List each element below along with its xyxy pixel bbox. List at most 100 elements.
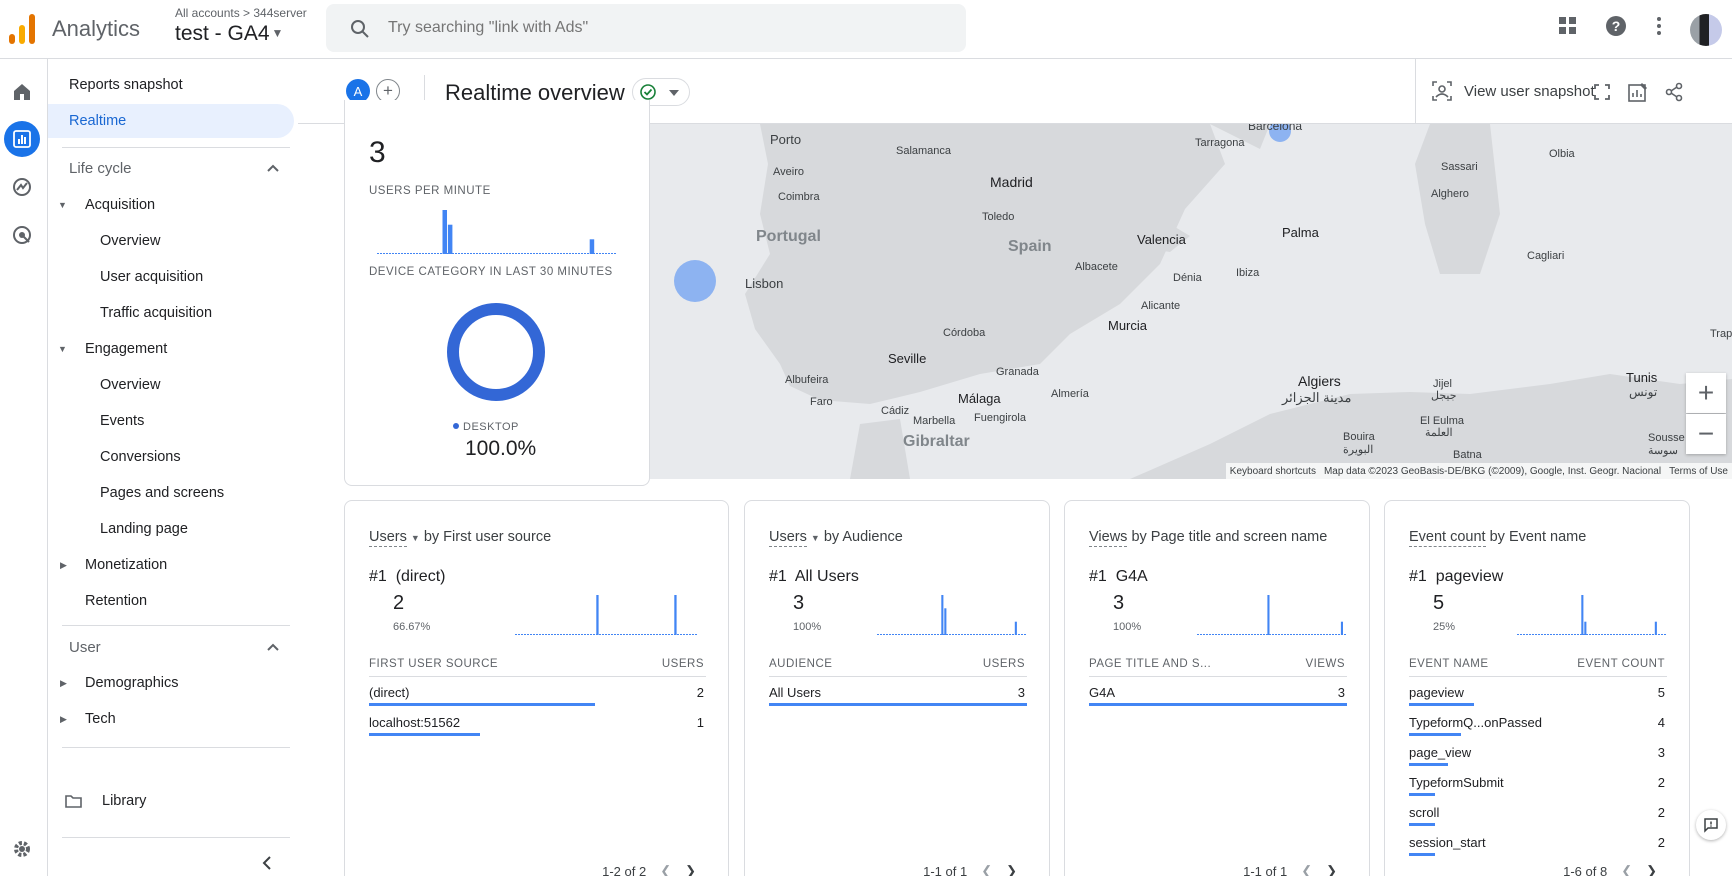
engagement-label: Engagement [85, 341, 168, 357]
svg-text:?: ? [1612, 18, 1621, 34]
nav-retention[interactable]: Retention [85, 593, 148, 609]
card-row-label[interactable]: TypeformQ...onPassed [1409, 715, 1542, 730]
map-label-albufeira: Albufeira [785, 374, 829, 386]
barcelona-user-bubble[interactable] [1269, 124, 1291, 142]
card-column-header: EVENT NAME [1409, 658, 1489, 670]
collapse-chevron-left-icon[interactable] [262, 855, 272, 871]
card-top-item: #1 pageview [1409, 568, 1503, 586]
card-row-label[interactable]: (direct) [369, 685, 410, 700]
card-title[interactable]: Event count by Event name [1409, 529, 1586, 547]
customize-report-icon[interactable] [1628, 82, 1648, 102]
chevron-right-icon[interactable]: ❯ [1006, 863, 1017, 876]
apps-grid-icon[interactable] [1558, 16, 1578, 36]
chevron-left-icon[interactable]: ❮ [1301, 863, 1313, 876]
chevron-left-icon[interactable]: ❮ [981, 863, 993, 876]
search-input[interactable] [388, 16, 948, 40]
nav-events[interactable]: Events [100, 413, 145, 429]
home-button[interactable] [4, 74, 40, 110]
card-sparkline [877, 595, 1027, 635]
nav-library[interactable]: Library [48, 784, 294, 818]
more-vert-icon[interactable] [1654, 16, 1664, 36]
card-row-label[interactable]: pageview [1409, 685, 1464, 700]
chevron-left-icon[interactable]: ❮ [1621, 863, 1633, 876]
card-row-label[interactable]: G4A [1089, 685, 1116, 700]
card-title[interactable]: Users ▼ by Audience [769, 529, 903, 547]
map-label-lisbon: Lisbon [745, 276, 784, 291]
nav-engagement-overview[interactable]: Overview [100, 377, 161, 393]
card-dimension-label: by Page title and screen name [1127, 529, 1328, 545]
lifecycle-label: Life cycle [69, 159, 132, 177]
nav-acquisition-overview[interactable]: Overview [100, 233, 161, 249]
card-metric-selector[interactable]: Users [369, 529, 407, 547]
users-per-minute-chart [377, 210, 617, 254]
nav-user-acquisition[interactable]: User acquisition [100, 269, 204, 285]
reports-button[interactable] [4, 121, 40, 157]
property-selector[interactable]: test - GA4 ▼ [175, 22, 283, 46]
map-label-trap: Trap [1710, 328, 1732, 340]
card-metric-selector[interactable]: Users [769, 529, 807, 547]
card-header-divider [769, 676, 1027, 677]
nav-monetization[interactable]: ▶ Monetization [48, 548, 294, 582]
nav-demographics[interactable]: ▶ Demographics [48, 666, 294, 700]
share-icon[interactable] [1664, 82, 1684, 102]
card-row-label[interactable]: scroll [1409, 805, 1440, 820]
reports-chart-icon [13, 130, 31, 148]
nav-realtime[interactable]: Realtime [48, 104, 294, 138]
monetization-label: Monetization [85, 557, 168, 573]
card-row-value: 2 [696, 685, 704, 700]
feedback-button[interactable] [1696, 810, 1726, 840]
terms-of-use-link[interactable]: Terms of Use [1669, 465, 1728, 477]
map-attribution: Keyboard shortcuts Map data ©2023 GeoBas… [1225, 463, 1732, 479]
account-breadcrumb[interactable]: All accounts > 344server [175, 6, 307, 20]
map-label-algiers: Algiers [1298, 373, 1341, 389]
account-avatar[interactable] [1690, 14, 1722, 46]
nav-engagement[interactable]: ▼ Engagement [48, 332, 294, 366]
card-row-label[interactable]: All Users [769, 685, 822, 700]
chevron-left-icon[interactable]: ❮ [660, 863, 672, 876]
nav-section-user[interactable]: User [48, 630, 294, 664]
card-row-label[interactable]: session_start [1409, 835, 1486, 850]
chevron-right-icon[interactable]: ❯ [1646, 863, 1657, 876]
search-bar[interactable] [326, 4, 966, 52]
realtime-map[interactable]: Porto Aveiro Coimbra Portugal Lisbon Sal… [650, 124, 1732, 479]
nav-tech[interactable]: ▶ Tech [48, 702, 294, 736]
map-label-aveiro: Aveiro [773, 166, 804, 178]
map-zoom-in-button[interactable]: + [1686, 373, 1726, 413]
card-title[interactable]: Users ▼ by First user source [369, 529, 551, 547]
nav-pages-and-screens[interactable]: Pages and screens [100, 485, 225, 501]
map-label-cadiz: Cádiz [881, 405, 910, 417]
map-zoom-out-button[interactable]: − [1686, 414, 1726, 454]
card-sparkline [1517, 595, 1667, 635]
home-icon [14, 84, 30, 100]
status-pill[interactable] [632, 78, 690, 106]
nav-traffic-acquisition[interactable]: Traffic acquisition [100, 305, 213, 321]
card-row-label[interactable]: TypeformSubmit [1409, 775, 1504, 790]
advertising-icon [13, 226, 31, 244]
fullscreen-icon[interactable] [1594, 84, 1610, 100]
admin-button[interactable] [4, 831, 40, 867]
card-title[interactable]: Views by Page title and screen name [1089, 529, 1328, 547]
nav-section-lifecycle[interactable]: Life cycle [48, 151, 294, 185]
card-metric-selector[interactable]: Views [1089, 529, 1128, 547]
comparison-avatar[interactable]: A [346, 79, 370, 103]
card-row-label[interactable]: page_view [1409, 745, 1472, 760]
card-top-percentage: 66.67% [393, 621, 431, 633]
map-label-porto: Porto [770, 132, 802, 147]
help-icon[interactable]: ? [1605, 15, 1627, 37]
lisbon-user-bubble[interactable] [674, 260, 716, 302]
chevron-right-icon[interactable]: ❯ [1326, 863, 1337, 876]
nav-reports-snapshot[interactable]: Reports snapshot [69, 77, 183, 93]
keyboard-shortcuts-link[interactable]: Keyboard shortcuts [1229, 465, 1316, 477]
card-row-value: 5 [1657, 685, 1665, 700]
nav-acquisition[interactable]: ▼ Acquisition [48, 188, 294, 222]
view-user-snapshot-button[interactable]: View user snapshot [1415, 59, 1595, 123]
explore-button[interactable] [4, 169, 40, 205]
chevron-right-icon[interactable]: ❯ [685, 863, 696, 876]
nav-conversions[interactable]: Conversions [100, 449, 181, 465]
map-label-el-eulma: El Eulma [1420, 415, 1465, 427]
nav-landing-page[interactable]: Landing page [100, 521, 188, 537]
card-column-header: USERS [982, 658, 1025, 670]
advertising-button[interactable] [4, 217, 40, 253]
card-metric-selector[interactable]: Event count [1409, 529, 1486, 547]
card-row-label[interactable]: localhost:51562 [369, 715, 461, 730]
